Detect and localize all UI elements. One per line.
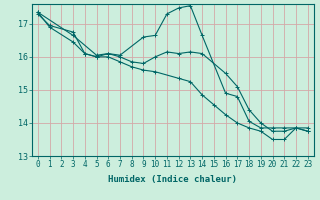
X-axis label: Humidex (Indice chaleur): Humidex (Indice chaleur) (108, 175, 237, 184)
